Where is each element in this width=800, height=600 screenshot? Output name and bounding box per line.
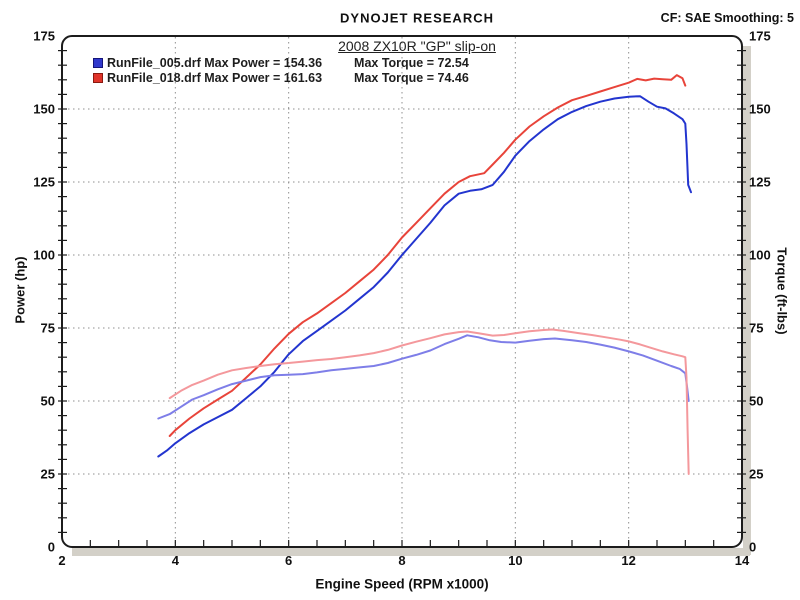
legend-row-run018: RunFile_018.drf Max Power = 161.63 Max T… xyxy=(93,71,469,85)
svg-text:6: 6 xyxy=(285,553,292,568)
svg-text:8: 8 xyxy=(398,553,405,568)
correction-smoothing-label: CF: SAE Smoothing: 5 xyxy=(660,11,794,25)
svg-text:75: 75 xyxy=(749,321,763,336)
legend-swatch-blue-icon xyxy=(93,58,103,68)
legend-swatch-red-icon xyxy=(93,73,103,83)
svg-text:125: 125 xyxy=(749,175,771,190)
legend: RunFile_005.drf Max Power = 154.36 Max T… xyxy=(93,56,469,85)
svg-text:125: 125 xyxy=(33,175,55,190)
legend-row-run005: RunFile_005.drf Max Power = 154.36 Max T… xyxy=(93,56,469,70)
svg-text:25: 25 xyxy=(749,467,763,482)
chart-title: 2008 ZX10R "GP" slip-on xyxy=(338,38,496,54)
svg-text:100: 100 xyxy=(33,248,55,263)
svg-text:14: 14 xyxy=(735,553,750,568)
svg-text:75: 75 xyxy=(41,321,55,336)
svg-text:0: 0 xyxy=(749,540,756,555)
legend-label: RunFile_005.drf Max Power = 154.36 xyxy=(107,56,323,70)
svg-text:100: 100 xyxy=(749,248,771,263)
rpm-axis-label: Engine Speed (RPM x1000) xyxy=(315,576,489,592)
svg-text:4: 4 xyxy=(172,553,180,568)
legend-torque-value: Max Torque = 72.54 xyxy=(354,56,469,70)
svg-text:150: 150 xyxy=(33,102,55,117)
svg-text:2: 2 xyxy=(58,553,65,568)
legend-label: RunFile_018.drf Max Power = 161.63 xyxy=(107,71,323,85)
brand-title: DYNOJET RESEARCH xyxy=(340,10,494,26)
power-axis-label: Power (hp) xyxy=(12,256,28,324)
svg-text:175: 175 xyxy=(33,29,55,44)
torque-axis-label: Torque (ft-lbs) xyxy=(774,247,790,335)
svg-text:50: 50 xyxy=(41,394,55,409)
svg-text:12: 12 xyxy=(621,553,635,568)
svg-text:10: 10 xyxy=(508,553,522,568)
legend-torque-value: Max Torque = 74.46 xyxy=(354,71,469,85)
svg-text:50: 50 xyxy=(749,394,763,409)
svg-text:150: 150 xyxy=(749,102,771,117)
svg-text:25: 25 xyxy=(41,467,55,482)
svg-text:175: 175 xyxy=(749,29,771,44)
svg-text:0: 0 xyxy=(48,540,55,555)
